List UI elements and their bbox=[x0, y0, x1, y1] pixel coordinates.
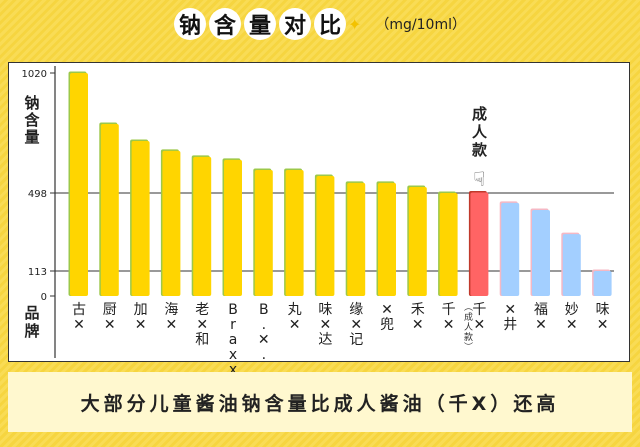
title-char: 对 bbox=[279, 8, 311, 40]
conclusion-banner: 大部分儿童酱油钠含量比成人酱油（千X）还高 bbox=[8, 372, 632, 432]
x-tick-label: 千 bbox=[442, 302, 456, 318]
x-tick-label: ✕ bbox=[597, 317, 609, 333]
x-tick-label: 禾 bbox=[411, 302, 425, 318]
x-tick-label: 味 bbox=[318, 302, 332, 318]
x-tick-label: ✕ bbox=[350, 317, 362, 333]
x-axis-label: 牌 bbox=[24, 322, 39, 340]
bar bbox=[131, 141, 150, 296]
x-tick-label: ✕ bbox=[104, 317, 116, 333]
pointing-down-hand-icon: ☟ bbox=[473, 167, 485, 191]
x-tick-label: . bbox=[262, 347, 266, 363]
x-tick-label: ✕ bbox=[258, 332, 270, 348]
bar bbox=[347, 182, 366, 296]
x-tick-label: ✕ bbox=[412, 317, 424, 333]
x-tick-label: 达 bbox=[318, 332, 332, 348]
x-tick-label: ✕ bbox=[474, 317, 486, 333]
y-tick-label: 498 bbox=[28, 189, 47, 200]
x-tick-label: ✕ bbox=[73, 317, 85, 333]
x-tick-label: 缘 bbox=[349, 302, 363, 318]
x-tick-label: ✕ bbox=[166, 317, 178, 333]
x-tick-label: x bbox=[229, 362, 237, 378]
x-tick-label: 记 bbox=[349, 332, 363, 348]
x-tick-label: 兜 bbox=[380, 317, 394, 333]
y-axis-label: 钠 bbox=[24, 94, 39, 112]
bar bbox=[470, 192, 489, 296]
x-tick-label: ✕ bbox=[135, 317, 147, 333]
y-axis-label: 含 bbox=[24, 111, 40, 129]
x-tick-label: ✕ bbox=[504, 302, 516, 318]
bar bbox=[562, 234, 581, 296]
sparkle-icon: ✦ bbox=[348, 14, 362, 34]
title-char: 钠 bbox=[174, 8, 206, 40]
bar bbox=[439, 193, 458, 296]
x-tick-label: . bbox=[262, 317, 266, 333]
unit-label: （mg/10ml） bbox=[375, 17, 466, 33]
x-tick-label: ✕ bbox=[443, 317, 455, 333]
y-tick-label: 0 bbox=[41, 292, 47, 303]
x-tick-label: 加 bbox=[134, 302, 148, 318]
x-tick-label: ✕ bbox=[289, 317, 301, 333]
bar bbox=[193, 156, 212, 296]
x-axis-label: 品 bbox=[24, 304, 39, 322]
title-char: 量 bbox=[244, 8, 276, 40]
x-tick-label: ✕ bbox=[320, 317, 332, 333]
x-tick-label: r bbox=[230, 317, 236, 333]
x-tick-label: 和 bbox=[195, 332, 209, 348]
chart-title: 钠含量对比 ✦ （mg/10ml） bbox=[0, 8, 640, 40]
x-tick-label: 妙 bbox=[565, 302, 579, 318]
x-tick-label: ✕ bbox=[381, 302, 393, 318]
bar bbox=[100, 124, 119, 296]
bar bbox=[501, 202, 520, 296]
x-tick-label: 井 bbox=[503, 317, 517, 333]
x-tick-label: a bbox=[229, 332, 238, 348]
x-tick-label: B bbox=[259, 302, 269, 318]
adult-annotation: 成人款 bbox=[470, 106, 488, 160]
bar bbox=[378, 182, 396, 296]
x-tick-label: 古 bbox=[72, 302, 86, 318]
bar bbox=[254, 170, 273, 296]
y-tick-label: 1020 bbox=[22, 69, 47, 80]
x-tick-label: 海 bbox=[164, 302, 178, 318]
x-tick-label: 千 bbox=[472, 302, 486, 318]
x-tick-label: B bbox=[228, 302, 238, 318]
x-tick-label: ✕ bbox=[196, 317, 208, 333]
bar bbox=[162, 150, 181, 296]
x-tick-label: 福 bbox=[534, 302, 548, 318]
adult-category-note: （成人款） bbox=[462, 302, 472, 352]
x-tick-label: 味 bbox=[596, 302, 610, 318]
bar bbox=[593, 271, 612, 296]
y-tick-label: 113 bbox=[28, 267, 47, 278]
bar bbox=[532, 210, 550, 296]
x-tick-label: 丸 bbox=[288, 302, 302, 318]
title-chars: 钠含量对比 bbox=[174, 8, 346, 40]
x-tick-label: ✕ bbox=[566, 317, 578, 333]
x-tick-label: 厨 bbox=[103, 302, 117, 318]
y-axis-label: 量 bbox=[24, 128, 39, 146]
x-tick-label: ✕ bbox=[535, 317, 547, 333]
title-char: 比 bbox=[314, 8, 346, 40]
x-tick-label: x bbox=[229, 347, 237, 363]
bar bbox=[316, 175, 335, 296]
bar bbox=[408, 187, 427, 296]
title-char: 含 bbox=[209, 8, 241, 40]
bar bbox=[224, 159, 242, 296]
x-tick-label: 老 bbox=[195, 302, 209, 318]
bar bbox=[70, 73, 88, 296]
bar bbox=[285, 170, 304, 296]
